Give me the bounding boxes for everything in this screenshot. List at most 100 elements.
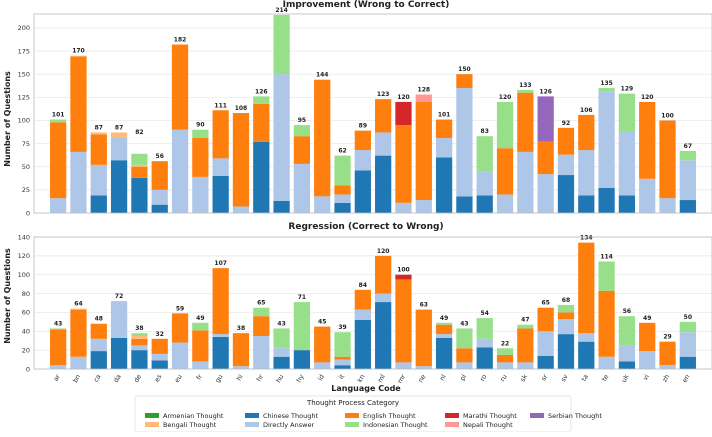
improvement-bar-segment-en-indonesian-thought	[679, 150, 696, 161]
regression-bar-segment-da-chinese-thought	[110, 337, 128, 369]
regression-bar-segment-hu-directly-answer	[273, 347, 290, 357]
regression-bar-segment-ml-chinese-thought	[375, 302, 392, 369]
improvement-bar-segment-hu-directly-answer	[273, 74, 290, 201]
improvement-bar-segment-eu-english-thought	[171, 44, 189, 130]
improvement-total-label-gu: 111	[214, 102, 227, 109]
legend-label-nepali-thought: Nepali Thought	[463, 421, 513, 429]
regression-bar-segment-mr-directly-answer	[395, 362, 412, 369]
regression-bar-segment-de-chinese-thought	[131, 350, 148, 369]
improvement-bar-segment-da-bengali-thought	[110, 132, 128, 138]
regression-total-label-ru: 22	[501, 340, 509, 347]
improvement-bar-segment-ar-english-thought	[50, 122, 67, 199]
regression-bar-segment-sr-directly-answer	[537, 331, 554, 356]
regression-bar-segment-hu-indonesian-thought	[273, 328, 290, 348]
improvement-bar-segment-uk-chinese-thought	[618, 195, 636, 213]
legend-label-marathi-thought: Marathi Thought	[463, 412, 517, 420]
regression-total-label-ta: 134	[580, 235, 593, 242]
regression-total-label-ca: 48	[95, 316, 103, 323]
improvement-bar-segment-kn-english-thought	[354, 130, 371, 151]
improvement-y-tick-label: 50	[22, 163, 30, 171]
regression-bar-segment-zh-english-thought	[659, 341, 676, 366]
improvement-bar-segment-ru-english-thought	[496, 148, 514, 195]
improvement-y-tick-label: 100	[18, 117, 30, 125]
improvement-y-tick-label: 150	[18, 70, 30, 78]
improvement-total-label-sv: 92	[562, 120, 570, 127]
legend-title: Thought Process Category	[306, 399, 399, 407]
improvement-bar-segment-en-chinese-thought	[679, 200, 696, 213]
improvement-bar-segment-ml-chinese-thought	[375, 155, 392, 213]
regression-total-label-hu: 43	[277, 320, 285, 327]
regression-bar-segment-de-english-thought	[131, 338, 148, 346]
improvement-bar-segment-kn-directly-answer	[354, 150, 371, 171]
regression-y-tick-label: 140	[18, 233, 30, 241]
improvement-bar-segment-ta-directly-answer	[578, 150, 595, 196]
regression-total-label-id: 45	[318, 319, 326, 326]
improvement-y-tick-label: 200	[18, 24, 30, 32]
regression-total-label-pl: 43	[460, 320, 468, 327]
improvement-bar-segment-pl-directly-answer	[456, 88, 473, 197]
x-tick-label-ne: ne	[417, 373, 428, 384]
improvement-bar-segment-en-directly-answer	[679, 160, 696, 201]
regression-bar-segment-hy-indonesian-thought	[293, 302, 311, 351]
improvement-bar-segment-bn-directly-answer	[70, 151, 87, 213]
regression-bar-segment-vi-english-thought	[639, 322, 656, 352]
legend-label-bengali-thought: Bengali Thought	[163, 421, 217, 429]
improvement-bar-segment-ta-chinese-thought	[578, 195, 595, 213]
x-tick-label-en: en	[681, 373, 692, 384]
legend-swatch-serbian-thought	[530, 413, 544, 418]
improvement-bar-segment-da-chinese-thought	[110, 160, 128, 213]
x-tick-label-nl: nl	[438, 373, 448, 382]
regression-bars	[50, 242, 696, 369]
improvement-total-label-en: 67	[684, 143, 692, 150]
improvement-bar-segment-fr-directly-answer	[192, 176, 209, 213]
x-tick-label-sk: sk	[519, 373, 530, 383]
regression-bar-segment-mr-english-thought	[395, 279, 412, 363]
improvement-bars	[50, 14, 696, 213]
x-tick-label-hy: hy	[295, 373, 306, 384]
regression-bar-segment-en-directly-answer	[679, 332, 696, 357]
improvement-bar-segment-fr-indonesian-thought	[192, 129, 209, 139]
regression-total-labels: 43 64 48 72 38 32 59 49 107 38 65 43 71 45 39 84 120 100 6…	[54, 235, 692, 348]
improvement-bar-segment-hr-english-thought	[253, 103, 270, 142]
improvement-bar-segment-id-english-thought	[314, 79, 331, 197]
improvement-total-label-ru: 120	[499, 94, 512, 101]
x-tick-labels: ar bn ca da de es eu fr gu hi hr hu hy id it kn ml mr ne nl…	[52, 372, 692, 384]
regression-y-tick-label: 100	[18, 271, 30, 279]
improvement-bar-segment-sv-directly-answer	[557, 154, 575, 176]
x-tick-label-ml: ml	[376, 373, 387, 384]
regression-bar-segment-sk-indonesian-thought	[517, 324, 534, 329]
regression-bar-segment-de-bengali-thought	[131, 336, 148, 339]
regression-bar-segment-id-english-thought	[314, 326, 331, 363]
regression-bar-segment-ar-indonesian-thought	[50, 328, 67, 330]
improvement-bar-segment-hu-indonesian-thought	[273, 14, 290, 75]
improvement-bar-segment-hi-directly-answer	[232, 206, 250, 213]
regression-bar-segment-hi-directly-answer	[232, 366, 250, 369]
regression-bar-segment-bn-bengali-thought	[70, 308, 87, 310]
regression-bar-segment-nl-directly-answer	[435, 334, 453, 338]
improvement-total-label-hr: 126	[255, 88, 268, 95]
improvement-y-tick-label: 125	[18, 94, 30, 102]
legend-swatch-chinese-thought	[245, 413, 259, 418]
improvement-total-label-de: 82	[135, 129, 143, 136]
regression-bar-segment-pl-english-thought	[456, 348, 473, 363]
x-tick-label-pl: pl	[458, 373, 468, 382]
improvement-bar-segment-de-english-thought	[131, 166, 148, 178]
regression-bar-segment-ru-indonesian-thought	[496, 348, 514, 355]
improvement-bar-segment-te-chinese-thought	[598, 188, 615, 213]
improvement-bar-segment-bn-english-thought	[70, 56, 87, 152]
improvement-total-label-uk: 129	[621, 86, 634, 93]
legend-label-directly-answer: Directly Answer	[263, 421, 314, 429]
regression-bar-segment-nl-indonesian-thought	[435, 322, 453, 325]
regression-bar-segment-sv-chinese-thought	[557, 334, 575, 369]
regression-chart-title: Regression (Correct to Wrong)	[288, 222, 443, 232]
improvement-bar-segment-ar-indonesian-thought	[50, 119, 67, 123]
regression-total-label-en: 50	[684, 314, 692, 321]
x-tick-label-ar: ar	[52, 373, 62, 383]
legend-label-chinese-thought: Chinese Thought	[263, 412, 318, 420]
regression-bar-segment-ta-chinese-thought	[578, 341, 595, 369]
x-tick-label-te: te	[600, 373, 610, 383]
improvement-bar-segment-zh-directly-answer	[659, 198, 676, 213]
regression-plot-frame	[33, 236, 712, 370]
improvement-bar-segment-id-directly-answer	[314, 196, 331, 213]
regression-total-label-gu: 107	[214, 260, 227, 267]
